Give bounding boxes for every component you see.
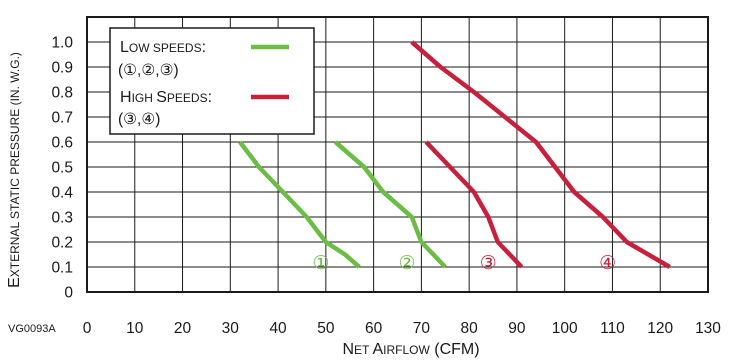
y-tick-label: 0.5 [51, 160, 73, 177]
series-layer [238, 40, 671, 269]
legend-entry-codes: (①,②,③) [118, 62, 179, 79]
legend-entry-label: HIGH SPEEDS: [120, 89, 212, 106]
legend: LOW SPEEDS: (①,②,③) HIGH SPEEDS: (③,④) [109, 27, 315, 135]
x-tick-label: 50 [317, 320, 335, 337]
x-tick-label: 70 [413, 320, 431, 337]
x-tick-label: 60 [365, 320, 383, 337]
x-tick-label: 20 [174, 320, 192, 337]
series-marker-label: ③ [480, 252, 497, 274]
y-tick-labels: 0 0.1 0.2 0.3 0.4 0.5 0.6 0.7 0.8 0.9 1.0 [51, 35, 73, 302]
x-tick-label: 110 [600, 320, 625, 337]
x-tick-label: 120 [647, 320, 673, 337]
x-tick-label: 10 [126, 320, 144, 337]
series-line [333, 140, 447, 269]
x-tick-label: 0 [83, 320, 92, 337]
y-tick-label: 0.7 [51, 110, 73, 127]
legend-entry-codes: (③,④) [118, 111, 160, 128]
y-tick-label: 0.4 [51, 185, 73, 202]
x-tick-label: 130 [695, 320, 721, 337]
x-axis-title: NET AIRFLOW (CFM) [342, 341, 479, 358]
series-line [238, 140, 361, 269]
y-tick-label: 0.9 [51, 60, 73, 77]
y-tick-label: 0.8 [51, 85, 73, 102]
y-tick-label: 0.1 [51, 260, 73, 277]
y-tick-label: 0.2 [51, 235, 73, 252]
series-marker-label: ① [313, 252, 330, 274]
x-tick-label: 30 [222, 320, 240, 337]
legend-entry-label: LOW SPEEDS: [120, 39, 206, 56]
y-tick-label: 1.0 [51, 35, 73, 52]
series-marker-label: ② [399, 252, 416, 274]
x-tick-label: 40 [269, 320, 287, 337]
series-line [424, 140, 524, 269]
x-tick-labels: 0 10 20 30 40 50 60 70 80 90 100 110 120 130 [83, 320, 722, 337]
y-axis-title: EXTERNAL STATIC PRESSURE (IN. W.G.) [6, 52, 23, 288]
series-marker-layer: ① ② ③ ④ [313, 252, 617, 274]
x-tick-label: 80 [461, 320, 479, 337]
plot-frame [86, 16, 709, 293]
series-line [410, 40, 671, 269]
y-tick-label: 0 [64, 285, 73, 302]
y-tick-label: 0.3 [51, 210, 73, 227]
figure-code: VG0093A [8, 323, 56, 335]
y-tick-label: 0.6 [51, 135, 73, 152]
x-tick-label: 100 [552, 320, 578, 337]
x-tick-label: 90 [508, 320, 526, 337]
series-marker-label: ④ [599, 252, 616, 274]
